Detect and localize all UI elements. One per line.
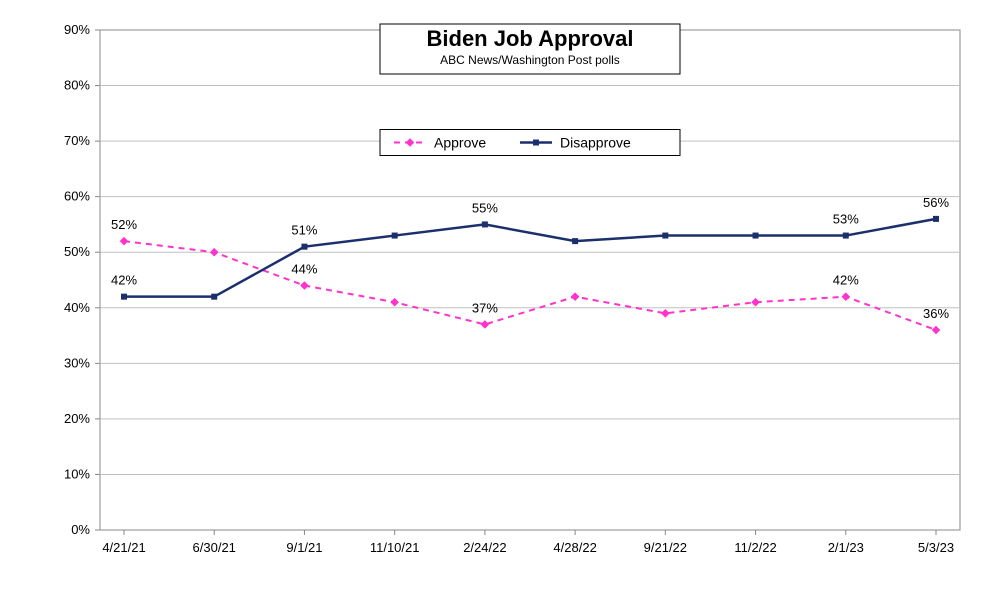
y-tick-label: 30% [64,355,90,370]
data-label: 51% [291,223,317,238]
x-tick-label: 5/3/23 [918,540,954,555]
data-label: 53% [833,212,859,227]
marker [662,233,668,239]
marker [392,233,398,239]
marker [571,292,580,301]
series-line-disapprove [124,219,936,297]
x-tick-label: 9/21/22 [644,540,687,555]
marker [120,237,129,246]
marker [300,281,309,290]
data-label: 44% [291,262,317,277]
x-tick-label: 2/24/22 [463,540,506,555]
marker [753,233,759,239]
marker [121,294,127,300]
x-tick-label: 9/1/21 [286,540,322,555]
y-tick-label: 80% [64,78,90,93]
data-label: 37% [472,300,498,315]
y-tick-label: 10% [64,466,90,481]
y-tick-label: 90% [64,22,90,37]
y-tick-label: 20% [64,411,90,426]
marker [933,216,939,222]
chart-title: Biden Job Approval [427,26,634,51]
y-tick-label: 60% [64,189,90,204]
marker [843,233,849,239]
legend-label: Approve [434,135,486,151]
y-tick-label: 50% [64,244,90,259]
data-label: 42% [833,273,859,288]
marker [661,309,670,318]
data-label: 36% [923,306,949,321]
marker [841,292,850,301]
y-tick-label: 40% [64,300,90,315]
x-tick-label: 2/1/23 [828,540,864,555]
series-line-approve [124,241,936,330]
approval-chart: 0% 10% 20% 30% 40% 50% 60% 70% 80% 90% 4/21/21 6/30… [20,10,972,606]
data-label: 56% [923,195,949,210]
marker [482,221,488,227]
marker [211,294,217,300]
y-tick-label: 70% [64,133,90,148]
x-tick-label: 4/21/21 [102,540,145,555]
marker [572,238,578,244]
chart-subtitle: ABC News/Washington Post polls [440,53,620,67]
marker [390,298,399,307]
x-tick-label: 4/28/22 [553,540,596,555]
marker [210,248,219,257]
legend-label: Disapprove [560,135,631,151]
x-tick-label: 6/30/21 [193,540,236,555]
marker [481,320,490,329]
y-tick-label: 0% [71,522,90,537]
marker [932,326,941,335]
data-label: 42% [111,273,137,288]
x-tick-label: 11/2/22 [734,540,776,555]
marker [751,298,760,307]
data-label: 52% [111,217,137,232]
marker [301,244,307,250]
plot-area [100,30,960,530]
data-label: 55% [472,200,498,215]
x-tick-label: 11/10/21 [370,540,420,555]
